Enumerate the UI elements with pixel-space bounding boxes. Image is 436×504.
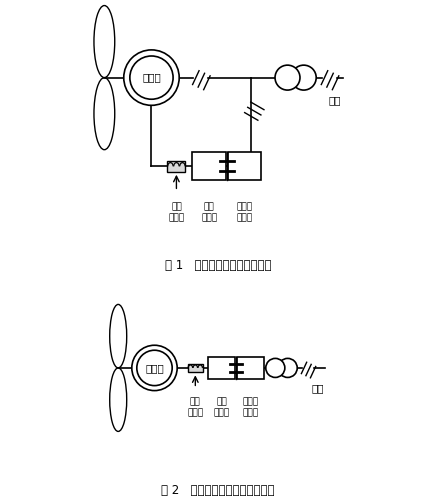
Ellipse shape (110, 368, 127, 431)
Bar (208, 357, 235, 380)
Bar (228, 152, 261, 180)
Circle shape (132, 345, 177, 391)
Circle shape (275, 65, 300, 90)
Text: 发电机: 发电机 (145, 363, 164, 373)
Text: 电网: 电网 (328, 95, 341, 105)
Text: 电网: 电网 (312, 384, 324, 393)
Ellipse shape (94, 78, 115, 150)
Circle shape (291, 65, 316, 90)
Bar (188, 363, 203, 372)
Ellipse shape (110, 304, 127, 368)
Text: 机侧
滤波器: 机侧 滤波器 (187, 397, 203, 417)
Bar (167, 161, 185, 171)
Circle shape (266, 358, 285, 377)
Text: 电网侧
变流器: 电网侧 变流器 (242, 397, 259, 417)
Text: 电网侧
变流器: 电网侧 变流器 (237, 202, 253, 222)
Circle shape (124, 50, 179, 105)
Text: 机侧
变流器: 机侧 变流器 (213, 397, 229, 417)
Text: 机侧
滤波器: 机侧 滤波器 (168, 202, 184, 222)
Bar (193, 152, 226, 180)
Circle shape (278, 358, 297, 377)
Text: 图 2   全功率机组机侧滤波器范围: 图 2 全功率机组机侧滤波器范围 (161, 484, 275, 497)
Text: 发电机: 发电机 (142, 73, 161, 83)
Text: 图 1   双馈机组机侧滤波器范围: 图 1 双馈机组机侧滤波器范围 (165, 259, 271, 272)
Text: 机侧
变流器: 机侧 变流器 (201, 202, 217, 222)
Bar (237, 357, 264, 380)
Ellipse shape (94, 6, 115, 78)
